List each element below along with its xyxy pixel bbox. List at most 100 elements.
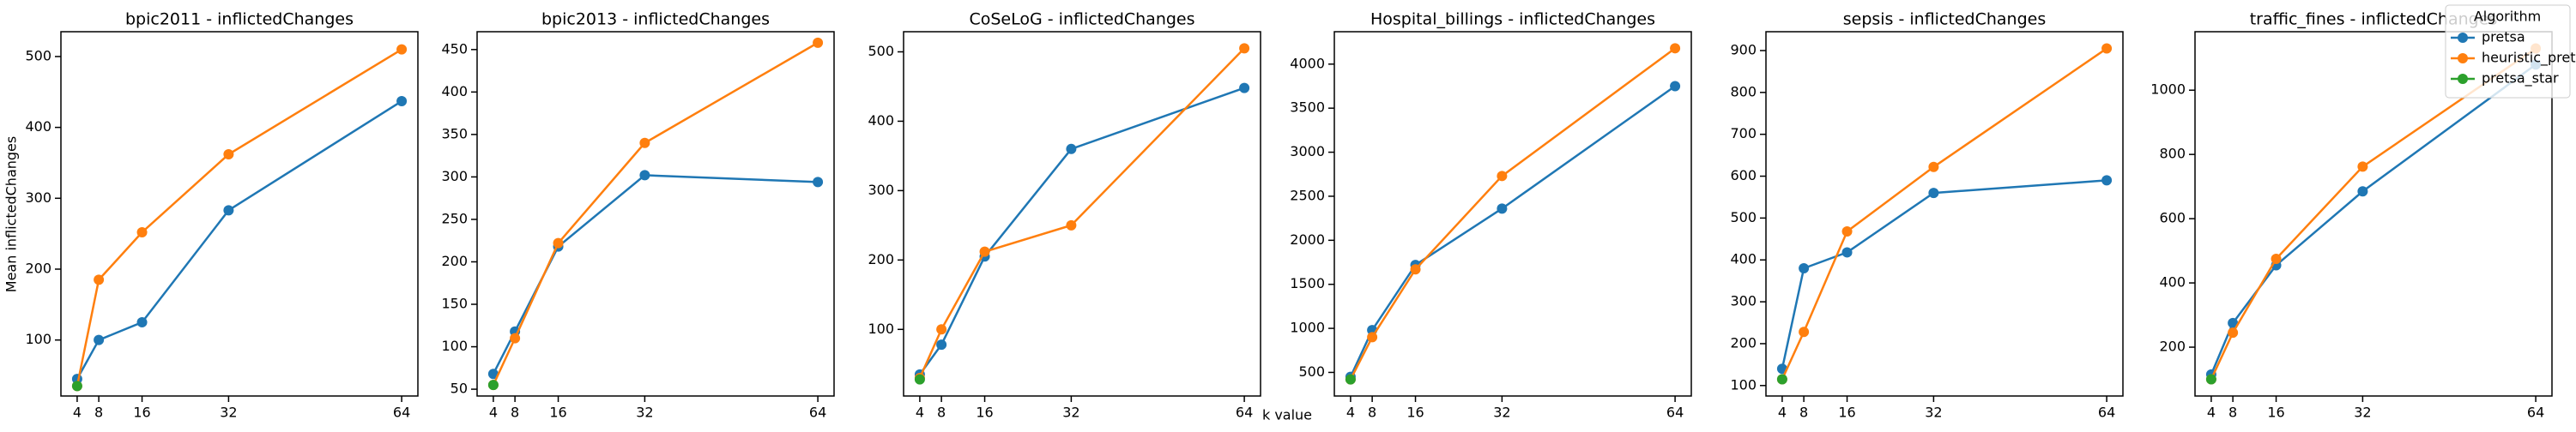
data-point — [136, 317, 148, 328]
y-tick-label: 2500 — [1290, 187, 1325, 203]
axes-frame — [903, 31, 1261, 397]
y-tick-label: 4000 — [1290, 55, 1325, 71]
x-tick-label: 4 — [489, 405, 498, 421]
data-point — [639, 170, 650, 181]
data-point — [2228, 327, 2239, 339]
data-point — [2357, 186, 2368, 197]
data-point — [2205, 374, 2216, 385]
x-tick-label: 64 — [1666, 405, 1684, 421]
data-point — [94, 334, 105, 345]
data-point — [813, 37, 824, 48]
data-point — [1497, 171, 1508, 182]
x-tick-label: 32 — [1062, 405, 1079, 421]
y-tick-label: 900 — [1730, 41, 1757, 57]
legend-marker — [2458, 33, 2468, 43]
y-axis-label: Mean inflictedChanges — [3, 136, 20, 292]
x-tick-label: 32 — [636, 405, 653, 421]
y-tick-label: 400 — [2159, 274, 2186, 291]
data-point — [71, 381, 82, 392]
x-tick-label: 32 — [220, 405, 237, 421]
axes-frame — [60, 31, 419, 397]
data-point — [1239, 82, 1250, 93]
axes-frame — [476, 31, 835, 397]
data-point — [2228, 317, 2239, 328]
legend-label: pretsa — [2482, 29, 2525, 45]
chart-title: traffic_fines - inflictedChanges — [2250, 10, 2498, 29]
data-point — [1928, 161, 1939, 172]
x-tick-label: 16 — [976, 405, 993, 421]
x-tick-label: 16 — [133, 405, 150, 421]
data-point — [553, 237, 564, 249]
data-point — [2101, 43, 2113, 54]
x-tick-label: 16 — [549, 405, 566, 421]
y-tick-label: 3000 — [1290, 143, 1325, 159]
x-tick-label: 8 — [1799, 405, 1808, 421]
y-tick-label: 400 — [868, 112, 894, 129]
data-point — [1670, 43, 1681, 54]
x-tick-label: 32 — [1925, 405, 1942, 421]
x-tick-label: 64 — [809, 405, 826, 421]
y-tick-label: 50 — [450, 381, 468, 397]
legend-box — [2445, 4, 2571, 99]
x-tick-label: 4 — [1346, 405, 1355, 421]
data-point — [1776, 374, 1787, 385]
chart-title: bpic2013 - inflictedChanges — [541, 10, 770, 29]
y-tick-label: 450 — [441, 40, 468, 57]
y-tick-label: 500 — [1730, 209, 1757, 225]
data-point — [936, 324, 947, 335]
data-point — [1367, 332, 1378, 343]
y-tick-label: 200 — [1730, 334, 1757, 351]
chart-title: bpic2011 - inflictedChanges — [125, 10, 354, 29]
data-point — [1841, 226, 1853, 237]
y-tick-label: 200 — [868, 251, 894, 267]
y-tick-label: 400 — [25, 118, 51, 135]
x-tick-label: 64 — [393, 405, 410, 421]
data-point — [1345, 374, 1356, 385]
data-point — [94, 274, 105, 285]
x-tick-label: 8 — [2228, 405, 2237, 421]
x-tick-label: 8 — [94, 405, 103, 421]
data-point — [2271, 253, 2282, 264]
y-tick-label: 500 — [868, 43, 894, 59]
axes-frame — [1765, 31, 2124, 397]
y-tick-label: 300 — [1730, 293, 1757, 309]
legend-marker — [2458, 74, 2468, 84]
y-tick-label: 800 — [2159, 146, 2186, 162]
x-tick-label: 8 — [1368, 405, 1376, 421]
y-tick-label: 100 — [25, 331, 51, 347]
y-tick-label: 100 — [441, 338, 468, 354]
data-point — [2101, 175, 2113, 186]
x-tick-label: 64 — [2098, 405, 2115, 421]
axes-frame — [1333, 31, 1692, 397]
y-tick-label: 150 — [441, 296, 468, 312]
x-tick-label: 4 — [1778, 405, 1787, 421]
axes-frame — [2194, 31, 2553, 397]
x-tick-label: 16 — [2267, 405, 2284, 421]
x-tick-label: 4 — [73, 405, 82, 421]
data-point — [1841, 247, 1853, 258]
y-tick-label: 1000 — [2150, 81, 2186, 98]
x-tick-label: 32 — [2354, 405, 2371, 421]
data-point — [136, 226, 148, 237]
y-tick-label: 800 — [1730, 83, 1757, 99]
y-tick-label: 100 — [1730, 376, 1757, 393]
data-point — [639, 137, 650, 148]
y-tick-label: 2000 — [1290, 231, 1325, 248]
legend-title: Algorithm — [2474, 9, 2541, 25]
legend-label: heuristic_pretsa — [2482, 50, 2576, 67]
y-tick-label: 100 — [868, 321, 894, 337]
y-tick-label: 500 — [25, 47, 51, 63]
chart-title: Hospital_billings - inflictedChanges — [1370, 10, 1655, 29]
data-point — [223, 205, 234, 216]
y-tick-label: 600 — [2159, 210, 2186, 226]
data-point — [396, 44, 408, 55]
x-tick-label: 8 — [511, 405, 519, 421]
y-tick-label: 400 — [441, 83, 468, 99]
data-point — [1066, 219, 1077, 231]
x-tick-label: 16 — [1406, 405, 1424, 421]
y-tick-label: 1000 — [1290, 320, 1325, 336]
y-tick-label: 250 — [441, 210, 468, 226]
data-point — [1799, 263, 1810, 274]
